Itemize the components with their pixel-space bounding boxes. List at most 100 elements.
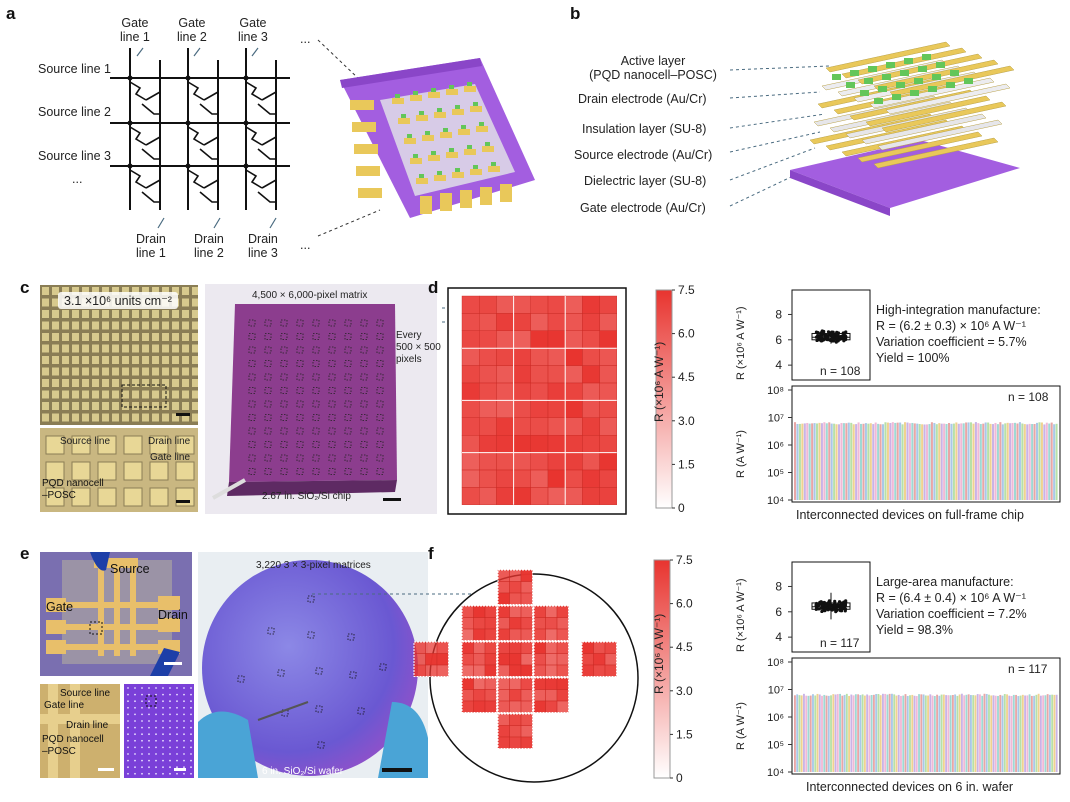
heatmap-cell [599, 469, 618, 488]
micro-pixel [192, 413, 198, 422]
chip-matrix-square [344, 333, 352, 340]
micro-pixel [52, 310, 59, 318]
bar [992, 424, 995, 500]
micro-pixel [82, 379, 89, 387]
bar-ytick-label: 10⁸ [767, 657, 784, 669]
bar [801, 423, 804, 500]
colorbar-tick-label: 3.0 [678, 414, 695, 428]
box-point [826, 608, 830, 612]
device-active-pixel [431, 151, 436, 155]
device-active-pixel [437, 171, 442, 175]
micro-pixel [52, 344, 59, 353]
wafer-dot [148, 746, 150, 749]
bar [888, 693, 891, 772]
heatmap-cell [520, 725, 533, 738]
wafer-dot [155, 753, 157, 755]
micro-pixel [72, 367, 79, 376]
chip-matrix-square [248, 427, 256, 435]
box-point [833, 603, 837, 608]
chip-matrix-square [360, 427, 368, 435]
heatmap-block [413, 641, 449, 677]
heatmap-cell [461, 641, 474, 654]
chip-matrix-square [248, 319, 256, 327]
box-ytick-label: 6 [775, 605, 782, 619]
bar [911, 422, 914, 500]
bar [859, 695, 862, 772]
heatmap-cell [556, 664, 569, 677]
heatmap-block [497, 677, 533, 713]
device-electrode [410, 158, 422, 164]
bar [942, 694, 945, 772]
colorbar-tick-label: 7.5 [676, 553, 693, 567]
micro-pixel [182, 402, 189, 410]
device-active-pixel [449, 148, 454, 152]
device-electrode [440, 132, 452, 138]
bar [862, 423, 865, 500]
heatmap-cell [513, 469, 532, 488]
every-block-label: Every 500 × 500 pixels [396, 330, 441, 365]
micro-pixel [152, 333, 159, 341]
heatmap-cell [593, 664, 606, 677]
micro-pixel [182, 379, 189, 387]
bar [833, 423, 836, 500]
bar [1051, 694, 1054, 772]
inset-pixel [45, 461, 65, 481]
micro-pixel [182, 356, 189, 364]
micro-pixel [132, 333, 139, 341]
heatmap-cell [545, 664, 558, 677]
micro-pixel [172, 344, 179, 353]
bar [982, 423, 985, 500]
micro-pixel [72, 287, 79, 295]
wafer-dot [162, 772, 164, 775]
chip-matrix-square [264, 414, 272, 421]
wafer-dot [141, 693, 143, 696]
chip-photo [205, 284, 437, 514]
heatmap-cell [478, 400, 497, 419]
wafer-dot [127, 693, 129, 696]
heatmap-cell [520, 617, 533, 630]
micro-pixel [122, 310, 129, 318]
bar [904, 694, 907, 772]
colorbar-tick-label: 6.0 [676, 597, 693, 611]
active-layer-pixel [904, 58, 913, 64]
chip-matrix-square [344, 454, 352, 462]
bar [1021, 423, 1024, 500]
wafer-dot [155, 693, 157, 696]
layer-strip [877, 119, 1003, 151]
micro-pixel [142, 379, 149, 387]
bar [798, 423, 801, 500]
heatmap-cell [461, 605, 474, 618]
device-electrode [464, 86, 476, 92]
micro-pixel [72, 356, 79, 364]
active-layer-pixel [846, 82, 855, 88]
micro-pixel [162, 321, 169, 330]
heatmap-cell [496, 417, 514, 436]
wafer-dot [190, 746, 192, 749]
micro-pixel [102, 413, 109, 422]
bar [891, 693, 893, 772]
box-point [834, 610, 838, 614]
bar [972, 423, 975, 500]
micro-pixel [162, 287, 169, 295]
bar [913, 695, 916, 772]
bar [967, 422, 970, 500]
heatmap-cell [533, 700, 546, 713]
heatmap-cell [484, 617, 497, 630]
heatmap-cell [461, 434, 480, 453]
micro-pixel [72, 321, 79, 330]
micro-pixel [92, 356, 99, 364]
micro-pixel [62, 333, 69, 341]
bar [1006, 422, 1009, 500]
bar [820, 423, 823, 500]
wafer-dot [134, 713, 136, 716]
inset-pixel [71, 487, 91, 507]
device-electrode [416, 115, 428, 121]
wafer-dot [176, 766, 178, 769]
chip-matrix-square [280, 441, 288, 448]
device-electrode [470, 106, 482, 112]
bar [1011, 423, 1014, 500]
device-inset [40, 684, 120, 778]
wafer-dot [134, 726, 136, 729]
bar [1053, 694, 1056, 772]
bar [830, 695, 832, 772]
